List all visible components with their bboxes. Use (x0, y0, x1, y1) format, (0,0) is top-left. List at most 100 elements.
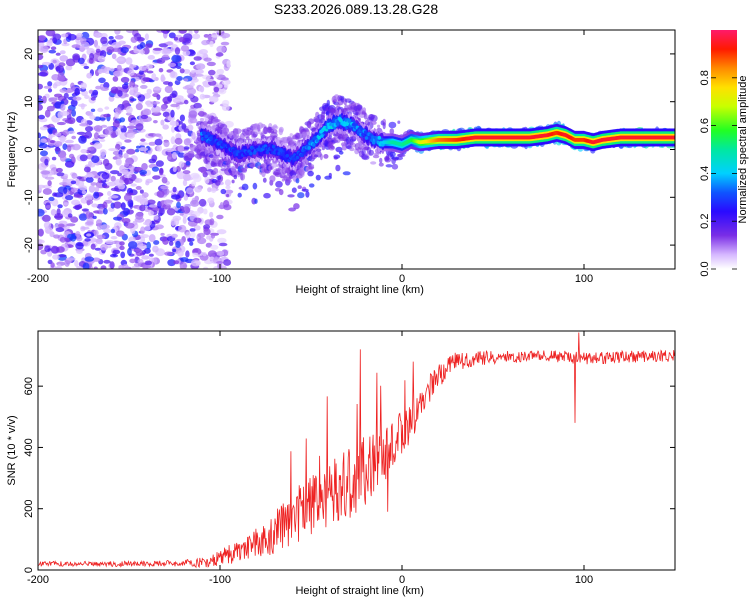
spectrogram-cell (121, 218, 131, 224)
spectrogram-cell (81, 226, 90, 230)
spectrogram-cell (88, 185, 96, 193)
spectrogram-cell (92, 89, 99, 96)
spectrogram-cell (158, 43, 169, 48)
spectrogram-cell (110, 253, 118, 258)
spectrogram-cell (148, 253, 154, 257)
spectrogram-cell (187, 93, 194, 99)
spectrogram-cell (52, 83, 58, 89)
spectrogram-cell (106, 126, 113, 131)
spectrogram-cell (180, 45, 190, 52)
spectrogram-cell (160, 119, 165, 126)
spectrogram-cell (146, 70, 154, 74)
colorbar: 0.00.20.40.60.8 Normalized spectral ampl… (699, 30, 749, 277)
spectrogram-cell (129, 258, 136, 264)
spectrogram-cell (377, 124, 381, 128)
spectrogram-cell (100, 36, 108, 45)
spectrogram-cell (145, 178, 153, 184)
spectrogram-cell (130, 183, 137, 187)
spectrogram-cell (140, 236, 146, 244)
spectrogram-cells (38, 30, 675, 269)
spectrogram-cell (158, 135, 163, 140)
spectrogram-cell (186, 187, 194, 195)
spectrogram-cell (93, 266, 98, 269)
spectrogram-cell (186, 87, 197, 95)
spectrogram-cell (86, 111, 94, 117)
spectrogram-cell (147, 206, 152, 210)
spectrogram-cell (93, 191, 100, 199)
spectrogram-cell (147, 150, 152, 155)
spectrogram-cell (58, 136, 67, 141)
spectrogram-cell (189, 241, 194, 246)
spectrogram-cell (56, 121, 66, 126)
spectrogram-cell (395, 156, 403, 161)
spectrogram-cell (47, 81, 53, 87)
spectrogram-cell (287, 194, 295, 198)
spectrogram-cell (178, 224, 187, 233)
spectrogram-cell (397, 120, 401, 124)
spectrogram-cell (105, 240, 115, 245)
spectrogram-cell (320, 134, 324, 138)
spectrogram-cell (190, 172, 200, 179)
colorbar-label: Normalized spectral amplitude (737, 76, 749, 224)
spectrogram-cell (169, 121, 179, 126)
spectrogram-cell (109, 261, 115, 269)
spectrogram-cell (38, 138, 41, 146)
spectrogram-cell (103, 185, 110, 189)
spectrogram-cell (90, 182, 97, 186)
spectrogram-cell (295, 178, 300, 184)
spectrogram-cell (139, 169, 148, 175)
spectrogram-cell (60, 111, 70, 116)
spectrogram-cell (98, 69, 107, 74)
spectrogram-cell (125, 57, 133, 65)
spectrogram-cell (319, 153, 323, 161)
spectrogram-cell (111, 53, 117, 60)
spectrogram-cell (80, 82, 87, 90)
spectrogram-cell (127, 69, 135, 76)
spectrogram-cell (114, 111, 119, 119)
spectrogram-cell (74, 260, 79, 267)
spectrogram-cell (203, 208, 208, 215)
spectrogram-cell (151, 105, 161, 114)
spectrogram-cell (185, 161, 191, 166)
spectrogram-cell (176, 66, 182, 69)
spectrogram-cell (55, 65, 65, 73)
spectrogram-cell (116, 64, 122, 72)
spectrogram-cell (133, 48, 140, 54)
spectrogram-cell (138, 70, 144, 75)
spectrogram-cell (183, 128, 190, 133)
spectrogram-cell (254, 198, 258, 204)
spectrogram-cell (183, 99, 189, 105)
spectrogram-cell (310, 164, 315, 169)
spectrogram-cell (99, 117, 106, 121)
spectrogram-cell (93, 142, 103, 150)
spectrogram-cell (79, 123, 90, 127)
spectrogram-cell (113, 70, 123, 77)
spectrogram-cell (379, 157, 383, 164)
spectrogram-cell (67, 213, 73, 218)
spectrogram-cell (146, 104, 154, 108)
spectrogram-cell (160, 232, 165, 236)
spectrogram-cell (120, 202, 126, 210)
spectrogram-cell (88, 89, 94, 94)
snr-y-label: SNR (10 * v/v) (6, 415, 18, 485)
spectrogram-cell (173, 36, 179, 41)
y-tick-label: 600 (23, 377, 35, 395)
spectrogram-cell (76, 249, 83, 255)
spectrogram-cell (174, 137, 183, 145)
spectrogram-cell (315, 148, 322, 152)
spectrogram-cell (216, 175, 222, 181)
spectrogram-cell (38, 43, 41, 52)
spectrogram-cell (293, 203, 300, 210)
spectrogram-cell (72, 53, 80, 61)
spectrogram-cell (64, 119, 74, 124)
spectrogram-cell (220, 41, 230, 46)
spectrogram-cell (179, 114, 185, 122)
spectrogram-cell (133, 248, 142, 252)
spectrogram-cell (94, 186, 100, 193)
spectrogram-cell (106, 181, 117, 187)
spectrogram-cell (116, 230, 125, 237)
spectrogram-cell (183, 176, 194, 181)
spectrogram-cell (197, 125, 202, 129)
spectrogram-cell (163, 140, 170, 148)
spectrogram-cell (272, 124, 278, 129)
